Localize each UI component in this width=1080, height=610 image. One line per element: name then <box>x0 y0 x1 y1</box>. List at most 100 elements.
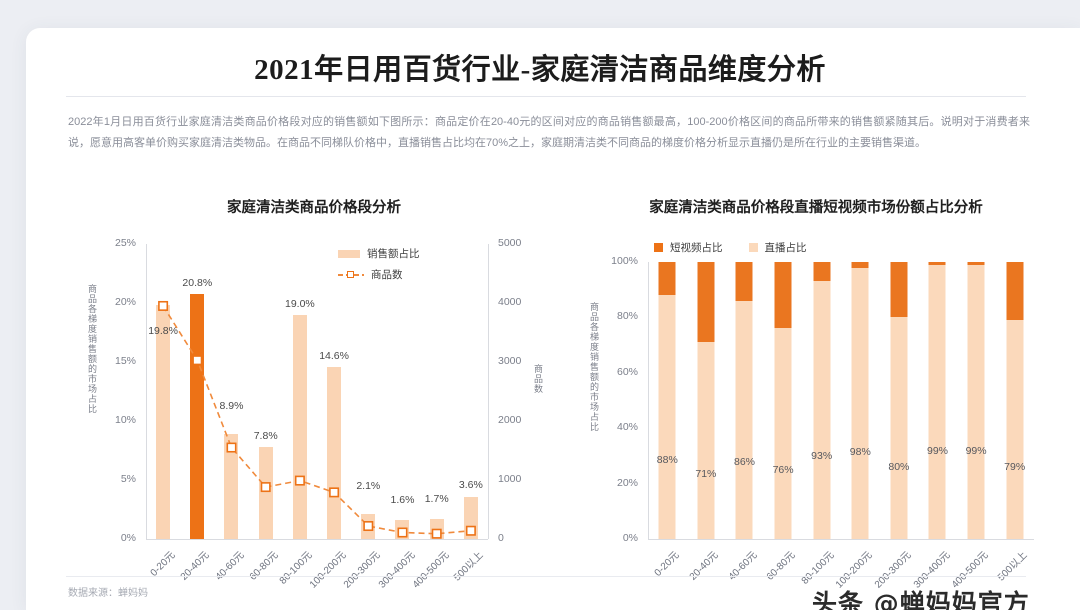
legend-swatch-bar-icon <box>338 249 360 258</box>
y-axis-tick-right: 1000 <box>498 473 522 485</box>
y-axis-title-right: 商品数 <box>533 364 543 394</box>
bar-segment-直播占比-20-40元 <box>697 342 715 539</box>
y-axis-tick-left: 15% <box>114 355 136 367</box>
y-axis-tick-left: 5% <box>120 473 136 485</box>
stacked-bar-column: 71% <box>687 262 726 539</box>
line-marker <box>260 482 271 493</box>
bar-value-label: 8.9% <box>219 399 244 412</box>
y-axis-tick-left: 0% <box>120 532 136 544</box>
line-marker <box>192 355 203 366</box>
x-axis-line <box>146 539 488 540</box>
y-axis-tick: 60% <box>616 365 638 378</box>
bar-value-label: 19.0% <box>285 297 315 310</box>
bar-segment-直播占比-40-60元 <box>735 300 753 539</box>
bar-segment-直播占比-60-80元 <box>774 328 792 539</box>
page-title: 2021年日用百货行业-家庭清洁商品维度分析 <box>254 54 826 86</box>
bar-segment-短视频占比-300-400元 <box>928 262 946 265</box>
bar-segment-短视频占比-0-20元 <box>658 262 676 296</box>
bar-value-label: 79% <box>1004 461 1026 474</box>
bar-value-label: 1.6% <box>390 494 415 507</box>
line-marker <box>294 475 305 486</box>
y-axis-line <box>648 262 649 539</box>
stacked-bar-column: 88% <box>648 262 687 539</box>
bar-40-60元 <box>224 433 239 539</box>
data-source-label: 数据来源：蝉妈妈 <box>68 588 148 599</box>
line-marker <box>431 528 442 539</box>
bar-value-label: 1.7% <box>424 492 449 505</box>
legend-label: 商品数 <box>371 269 403 281</box>
y-axis-tick-right: 2000 <box>498 414 522 426</box>
y-axis-line-right <box>488 244 489 539</box>
y-axis-tick-right: 4000 <box>498 296 522 308</box>
line-marker <box>363 521 374 532</box>
footer-divider <box>66 576 1026 577</box>
y-axis-tick-right: 3000 <box>498 355 522 367</box>
legend-swatch-直播占比-icon <box>748 243 758 252</box>
bar-segment-直播占比-200-300元 <box>890 317 908 539</box>
chart-price-band-analysis: 家庭清洁类商品价格段分析 0% 5% 10% 15% 20% 25% 0 1000 2000 30… <box>64 178 564 591</box>
bar-value-label: 19.8% <box>148 325 178 338</box>
plot-area-left: 0% 5% 10% 15% 20% 25% 0 1000 2000 3000 4000 5000 商品各… <box>84 234 546 591</box>
stacked-bar-column: 99% <box>957 262 996 539</box>
bar-segment-短视频占比-80-100元 <box>813 262 831 282</box>
bar-20-40元 <box>190 293 205 539</box>
legend-label: 销售额占比 <box>367 248 420 260</box>
bar-value-label: 14.6% <box>319 349 349 362</box>
bar-segment-直播占比-100-200元 <box>851 267 869 539</box>
legend-item-商品数[interactable]: 商品数 <box>338 267 420 282</box>
report-description: 2022年1月日用百货行业家庭清洁类商品价格段对应的销售额如下图所示：商品定价在… <box>68 116 1030 149</box>
chart-legend-right: 短视频占比 直播占比 <box>654 240 807 255</box>
stacked-bar-column: 79% <box>995 262 1034 539</box>
bar-value-label: 88% <box>656 453 678 466</box>
bar-column: 19.8% <box>146 244 180 539</box>
bar-value-label: 93% <box>811 449 833 462</box>
y-axis-tick: 0% <box>622 532 638 544</box>
header-divider <box>66 96 1026 97</box>
bar-0-20元 <box>156 305 171 539</box>
y-axis-title: 商品各梯度销售额的市场占比 <box>589 302 599 432</box>
legend-item-销售额占比[interactable]: 销售额占比 <box>338 246 420 261</box>
bar-segment-短视频占比-100-200元 <box>851 262 869 268</box>
bar-segment-短视频占比-400-500元 <box>967 262 985 265</box>
x-axis-line <box>648 539 1034 540</box>
legend-item-直播占比[interactable]: 直播占比 <box>748 240 807 255</box>
bar-segment-短视频占比-20-40元 <box>697 262 715 343</box>
bar-value-label: 3.6% <box>458 478 483 491</box>
legend-label: 直播占比 <box>764 242 807 254</box>
line-marker <box>397 527 408 538</box>
bar-value-label: 99% <box>926 444 948 457</box>
y-axis-tick: 20% <box>616 476 638 489</box>
bar-60-80元 <box>258 446 273 539</box>
y-axis-tick: 40% <box>616 421 638 434</box>
y-axis-tick-right: 5000 <box>498 237 522 249</box>
bar-column: 7.8% <box>249 244 283 539</box>
bar-value-label: 99% <box>965 444 987 457</box>
chart-title-right: 家庭清洁类商品价格段直播短视频市场份额占比分析 <box>649 200 983 216</box>
legend-line-marker-icon <box>338 270 364 280</box>
stacked-bar-column: 86% <box>725 262 764 539</box>
bar-segment-短视频占比-200-300元 <box>890 262 908 318</box>
legend-item-短视频占比[interactable]: 短视频占比 <box>654 240 723 255</box>
report-card: 2021年日用百货行业-家庭清洁商品维度分析 2022年1月日用百货行业家庭清洁… <box>26 28 1080 610</box>
bar-segment-短视频占比-60-80元 <box>774 262 792 329</box>
bar-column: 20.8% <box>180 244 214 539</box>
y-axis-title-left: 商品各梯度销售额的市场占比 <box>87 284 97 414</box>
bar-value-label: 20.8% <box>182 276 213 289</box>
legend-label: 短视频占比 <box>670 242 723 254</box>
line-marker <box>465 525 476 536</box>
bar-value-label: 76% <box>772 463 794 476</box>
stacked-bar-column: 98% <box>841 262 880 539</box>
stacked-bar-column: 76% <box>764 262 803 539</box>
watermark: 头条 @蝉妈妈官方 <box>812 589 1030 610</box>
bar-value-label: 86% <box>733 455 755 468</box>
bar-segment-短视频占比-40-60元 <box>735 262 753 301</box>
bar-segment-直播占比-500以上 <box>1006 320 1024 539</box>
y-axis-tick: 80% <box>616 310 638 323</box>
stacked-bar-column: 99% <box>918 262 957 539</box>
y-axis-tick-left: 25% <box>114 237 136 249</box>
stacked-bar-column: 80% <box>880 262 919 539</box>
bar-segment-直播占比-400-500元 <box>967 264 985 539</box>
bar-column: 8.9% <box>214 244 248 539</box>
line-marker <box>158 300 169 311</box>
line-series-商品数 <box>158 300 476 539</box>
